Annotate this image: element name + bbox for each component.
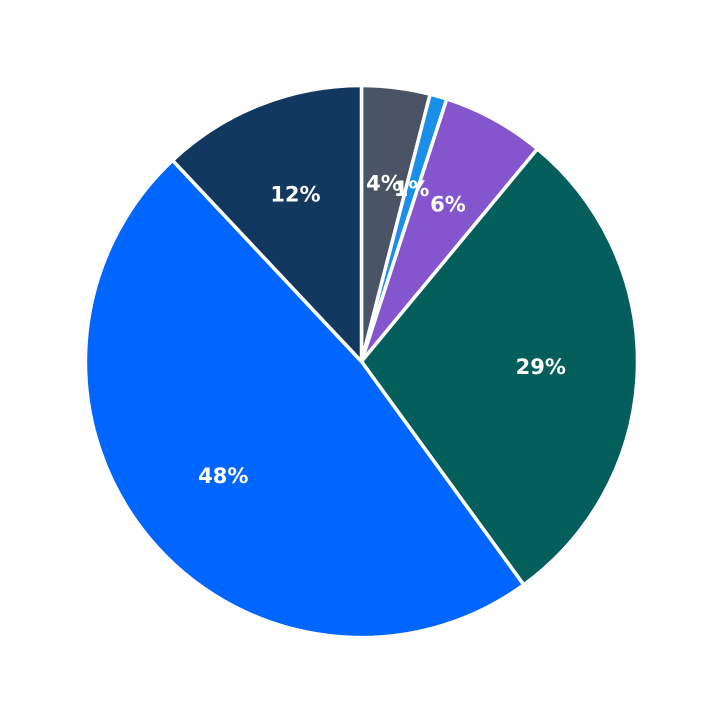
- pie-slice-label-0: 4%: [366, 172, 402, 196]
- pie-slice-5: [170, 83, 364, 366]
- pie-slice-label-5: 12%: [270, 183, 320, 207]
- pie-slice-3: [359, 146, 640, 588]
- pie-slice-label-1: 1%: [394, 177, 430, 201]
- labels-layer: 4%1%6% 29% 48% 12%: [198, 172, 566, 488]
- pie-slice-4: [83, 157, 527, 640]
- slices-layer: [83, 83, 640, 640]
- pie-slice-label-2: 6%: [430, 192, 466, 216]
- pie-slice-label-4: 48%: [198, 464, 248, 488]
- pie-slice-label-3: 29%: [516, 355, 566, 379]
